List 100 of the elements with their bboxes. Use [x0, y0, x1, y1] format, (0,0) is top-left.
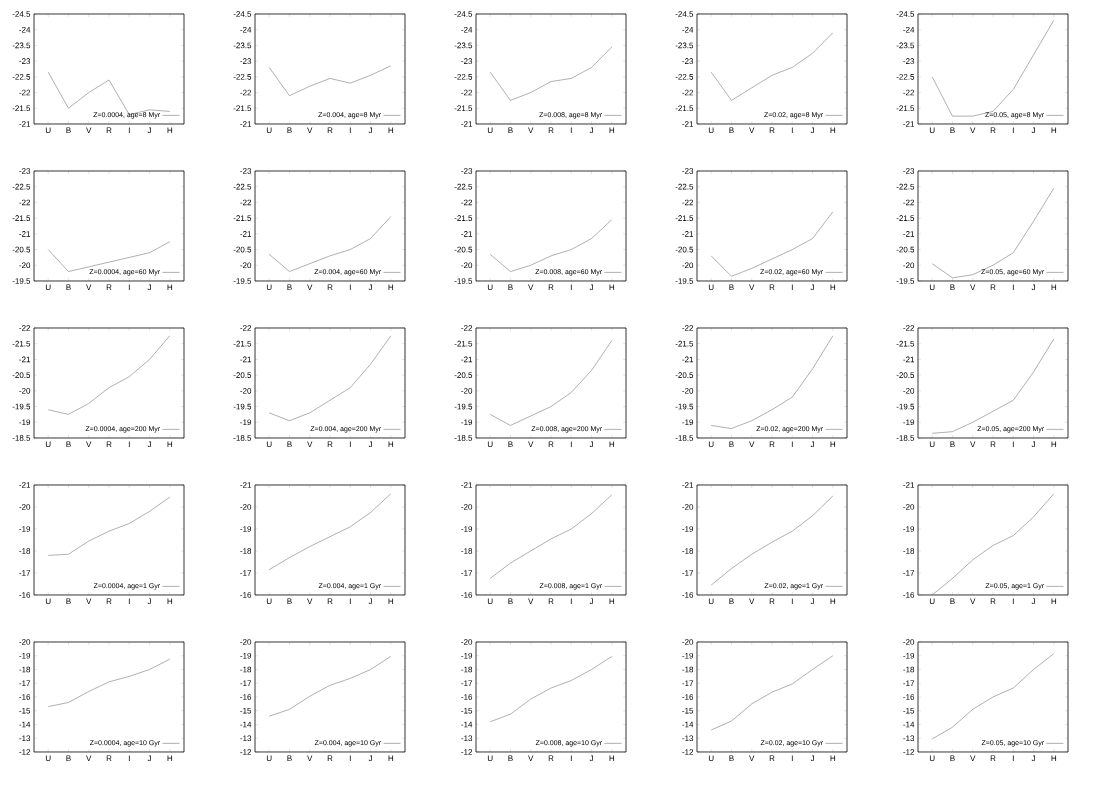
x-tick-label: I — [570, 127, 572, 134]
x-tick-label: H — [609, 127, 615, 134]
x-tick-label: R — [548, 127, 554, 134]
y-tick-label: -24.5 — [454, 11, 473, 17]
y-tick-label: -22.5 — [454, 183, 473, 190]
y-tick-label: -19 — [240, 526, 252, 532]
x-tick-label: V — [86, 127, 92, 134]
x-tick-label: H — [1051, 755, 1057, 762]
x-tick-label: I — [791, 755, 793, 762]
y-tick-label: -24 — [240, 26, 252, 33]
x-tick-label: I — [128, 441, 130, 448]
x-tick-label: R — [548, 598, 554, 605]
y-tick-label: -22.5 — [233, 74, 252, 80]
y-tick-label: -21.5 — [12, 340, 31, 347]
x-tick-label: J — [147, 598, 151, 605]
x-tick-label: I — [128, 755, 130, 762]
x-tick-label: U — [487, 598, 493, 605]
x-tick-label: V — [970, 441, 976, 448]
y-tick-label: -19.5 — [454, 403, 473, 410]
x-tick-label: B — [729, 441, 734, 448]
y-tick-label: -19 — [19, 419, 31, 426]
y-tick-label: -21.5 — [675, 215, 694, 221]
x-tick-label: H — [609, 598, 615, 605]
x-tick-label: R — [548, 755, 554, 762]
y-tick-label: -17 — [461, 680, 473, 686]
y-tick-label: -17 — [240, 680, 252, 686]
y-tick-label: -16 — [240, 592, 252, 598]
x-tick-label: R — [327, 284, 333, 291]
x-tick-label: R — [769, 441, 775, 448]
y-tick-label: -19 — [903, 526, 915, 532]
y-tick-label: -14 — [461, 721, 473, 728]
y-tick-label: -22 — [461, 325, 473, 331]
x-tick-label: U — [487, 127, 493, 134]
x-tick-label: J — [810, 755, 814, 762]
x-tick-label: R — [548, 441, 554, 448]
line-series — [268, 335, 392, 421]
y-tick-label: -23 — [461, 58, 473, 64]
x-tick-label: U — [929, 755, 935, 762]
y-tick-label: -12 — [461, 749, 473, 755]
y-tick-label: -23 — [19, 168, 31, 174]
y-tick-label: -12 — [903, 749, 915, 755]
x-tick-label: J — [368, 441, 372, 448]
x-tick-label: U — [708, 127, 714, 134]
x-tick-label: B — [66, 127, 71, 134]
y-tick-label: -21.5 — [896, 340, 915, 347]
x-tick-label: J — [368, 598, 372, 605]
line-series — [489, 494, 613, 579]
x-tick-label: U — [929, 598, 935, 605]
x-tick-label: I — [349, 284, 351, 291]
x-tick-label: B — [950, 441, 955, 448]
y-tick-label: -17 — [461, 570, 473, 576]
x-tick-label: B — [950, 598, 955, 605]
y-tick-label: -22 — [240, 199, 252, 206]
y-tick-label: -24 — [19, 26, 31, 33]
x-tick-label: R — [769, 127, 775, 134]
x-tick-label: U — [487, 755, 493, 762]
x-tick-label: B — [66, 284, 71, 291]
x-tick-label: I — [128, 284, 130, 291]
x-tick-label: B — [287, 598, 292, 605]
x-tick-label: R — [106, 755, 112, 762]
x-tick-label: V — [86, 755, 92, 762]
y-tick-label: -20 — [682, 262, 694, 269]
x-tick-label: B — [950, 127, 955, 134]
y-tick-label: -21 — [19, 356, 31, 363]
x-tick-label: H — [167, 755, 173, 762]
y-tick-label: -18 — [19, 548, 31, 554]
x-tick-label: R — [106, 284, 112, 291]
y-tick-label: -17 — [19, 680, 31, 686]
x-tick-label: B — [287, 755, 292, 762]
y-tick-label: -14 — [19, 721, 31, 728]
y-tick-label: -21 — [682, 482, 694, 488]
y-tick-label: -20 — [461, 639, 473, 645]
x-tick-label: B — [508, 598, 513, 605]
line-series — [268, 65, 392, 96]
y-tick-label: -18 — [240, 548, 252, 554]
x-tick-label: B — [66, 755, 71, 762]
y-tick-label: -20 — [461, 388, 473, 394]
y-tick-label: -21 — [903, 121, 915, 127]
y-tick-label: -20 — [461, 504, 473, 510]
y-tick-label: -21 — [240, 356, 252, 363]
x-tick-label: U — [487, 284, 493, 291]
y-tick-label: -13 — [19, 735, 31, 742]
y-tick-label: -23 — [240, 58, 252, 64]
x-tick-label: U — [266, 755, 272, 762]
y-tick-label: -20 — [682, 388, 694, 394]
y-tick-label: -21.5 — [233, 340, 252, 347]
y-tick-label: -18 — [903, 666, 915, 673]
y-tick-label: -16 — [682, 694, 694, 700]
x-tick-label: H — [830, 441, 836, 448]
x-tick-label: J — [1031, 284, 1035, 291]
x-tick-label: U — [708, 284, 714, 291]
line-series — [489, 46, 613, 101]
y-tick-label: -17 — [682, 680, 694, 686]
y-tick-label: -21.5 — [454, 215, 473, 221]
x-tick-label: H — [1051, 441, 1057, 448]
y-tick-label: -22 — [461, 89, 473, 96]
y-tick-label: -20 — [903, 262, 915, 269]
x-tick-label: H — [167, 441, 173, 448]
line-series — [489, 340, 613, 426]
x-tick-label: U — [708, 598, 714, 605]
